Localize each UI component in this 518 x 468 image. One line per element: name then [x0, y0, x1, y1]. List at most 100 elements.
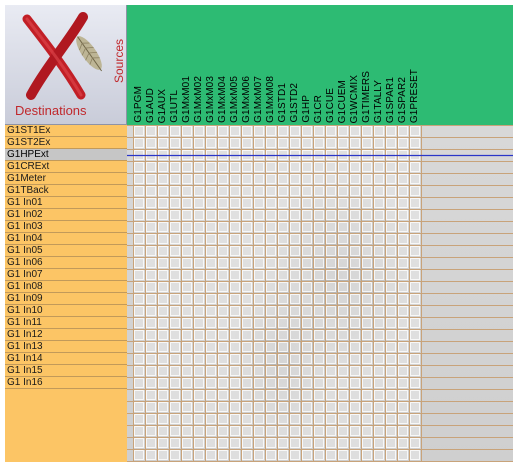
crosspoint-cell[interactable] — [314, 222, 324, 232]
crosspoint-cell[interactable] — [278, 426, 288, 436]
crosspoint-cell[interactable] — [326, 294, 336, 304]
crosspoint-cell[interactable] — [350, 306, 360, 316]
crosspoint-cell[interactable] — [362, 414, 372, 424]
crosspoint-cell[interactable] — [242, 186, 252, 196]
crosspoint-cell[interactable] — [338, 354, 348, 364]
crosspoint-cell[interactable] — [326, 318, 336, 328]
destination-row-g1-in05[interactable]: G1 In05 — [5, 245, 127, 257]
crosspoint-cell[interactable] — [386, 414, 396, 424]
crosspoint-cell[interactable] — [386, 366, 396, 376]
crosspoint-cell[interactable] — [206, 222, 216, 232]
crosspoint-cell[interactable] — [302, 210, 312, 220]
crosspoint-cell[interactable] — [254, 234, 264, 244]
destination-row-g1crext[interactable]: G1CRExt — [5, 161, 127, 173]
crosspoint-cell[interactable] — [326, 354, 336, 364]
crosspoint-cell[interactable] — [374, 318, 384, 328]
crosspoint-cell[interactable] — [158, 402, 168, 412]
crosspoint-cell[interactable] — [218, 246, 228, 256]
crosspoint-cell[interactable] — [170, 246, 180, 256]
crosspoint-cell[interactable] — [350, 246, 360, 256]
crosspoint-cell[interactable] — [230, 414, 240, 424]
crosspoint-cell[interactable] — [242, 318, 252, 328]
crosspoint-cell[interactable] — [194, 342, 204, 352]
crosspoint-cell[interactable] — [302, 438, 312, 448]
crosspoint-cell[interactable] — [254, 438, 264, 448]
crosspoint-cell[interactable] — [314, 330, 324, 340]
crosspoint-cell[interactable] — [386, 210, 396, 220]
crosspoint-cell[interactable] — [134, 366, 144, 376]
crosspoint-cell[interactable] — [302, 294, 312, 304]
crosspoint-cell[interactable] — [350, 390, 360, 400]
destination-row-g1-in09[interactable]: G1 In09 — [5, 293, 127, 305]
crosspoint-cell[interactable] — [338, 282, 348, 292]
crosspoint-cell[interactable] — [362, 138, 372, 148]
source-column-g1cuem[interactable]: G1CUEM — [337, 5, 349, 123]
crosspoint-cell[interactable] — [362, 198, 372, 208]
crosspoint-cell[interactable] — [266, 450, 276, 460]
crosspoint-cell[interactable] — [218, 306, 228, 316]
crosspoint-cell[interactable] — [350, 438, 360, 448]
crosspoint-cell[interactable] — [230, 342, 240, 352]
crosspoint-cell[interactable] — [398, 294, 408, 304]
crosspoint-cell[interactable] — [350, 330, 360, 340]
crosspoint-cell[interactable] — [158, 378, 168, 388]
crosspoint-cell[interactable] — [290, 198, 300, 208]
crosspoint-cell[interactable] — [326, 186, 336, 196]
crosspoint-cell[interactable] — [182, 186, 192, 196]
crosspoint-cell[interactable] — [314, 258, 324, 268]
crosspoint-cell[interactable] — [218, 414, 228, 424]
crosspoint-cell[interactable] — [194, 426, 204, 436]
crosspoint-cell[interactable] — [302, 258, 312, 268]
crosspoint-cell[interactable] — [266, 210, 276, 220]
crosspoint-cell[interactable] — [230, 222, 240, 232]
crosspoint-cell[interactable] — [314, 306, 324, 316]
destination-row-g1-in12[interactable]: G1 In12 — [5, 329, 127, 341]
crosspoint-cell[interactable] — [242, 258, 252, 268]
crosspoint-cell[interactable] — [266, 438, 276, 448]
crosspoint-cell[interactable] — [398, 378, 408, 388]
crosspoint-cell[interactable] — [254, 306, 264, 316]
crosspoint-cell[interactable] — [362, 390, 372, 400]
crosspoint-cell[interactable] — [146, 270, 156, 280]
destination-row-g1-in14[interactable]: G1 In14 — [5, 353, 127, 365]
crosspoint-cell[interactable] — [218, 222, 228, 232]
crosspoint-cell[interactable] — [254, 138, 264, 148]
crosspoint-cell[interactable] — [182, 450, 192, 460]
crosspoint-cell[interactable] — [242, 126, 252, 136]
crosspoint-cell[interactable] — [194, 222, 204, 232]
crosspoint-cell[interactable] — [194, 246, 204, 256]
crosspoint-cell[interactable] — [338, 390, 348, 400]
source-column-g1spar1[interactable]: G1SPAR1 — [385, 5, 397, 123]
crosspoint-cell[interactable] — [158, 198, 168, 208]
crosspoint-cell[interactable] — [218, 186, 228, 196]
crosspoint-cell[interactable] — [266, 306, 276, 316]
crosspoint-cell[interactable] — [362, 378, 372, 388]
crosspoint-cell[interactable] — [230, 174, 240, 184]
crosspoint-cell[interactable] — [266, 378, 276, 388]
crosspoint-cell[interactable] — [230, 366, 240, 376]
crosspoint-cell[interactable] — [338, 330, 348, 340]
crosspoint-cell[interactable] — [278, 342, 288, 352]
crosspoint-cell[interactable] — [350, 258, 360, 268]
crosspoint-cell[interactable] — [290, 450, 300, 460]
crosspoint-cell[interactable] — [362, 294, 372, 304]
crosspoint-cell[interactable] — [182, 282, 192, 292]
crosspoint-cell[interactable] — [314, 294, 324, 304]
crosspoint-cell[interactable] — [194, 198, 204, 208]
crosspoint-cell[interactable] — [290, 402, 300, 412]
crosspoint-cell[interactable] — [146, 318, 156, 328]
crosspoint-cell[interactable] — [230, 390, 240, 400]
crosspoint-cell[interactable] — [302, 390, 312, 400]
crosspoint-cell[interactable] — [242, 438, 252, 448]
crosspoint-cell[interactable] — [242, 294, 252, 304]
crosspoint-cell[interactable] — [374, 378, 384, 388]
crosspoint-cell[interactable] — [242, 450, 252, 460]
crosspoint-cell[interactable] — [314, 198, 324, 208]
crosspoint-cell[interactable] — [290, 378, 300, 388]
crosspoint-cell[interactable] — [302, 234, 312, 244]
crosspoint-cell[interactable] — [350, 450, 360, 460]
crosspoint-cell[interactable] — [374, 222, 384, 232]
crosspoint-cell[interactable] — [278, 174, 288, 184]
crosspoint-cell[interactable] — [242, 342, 252, 352]
crosspoint-cell[interactable] — [242, 270, 252, 280]
